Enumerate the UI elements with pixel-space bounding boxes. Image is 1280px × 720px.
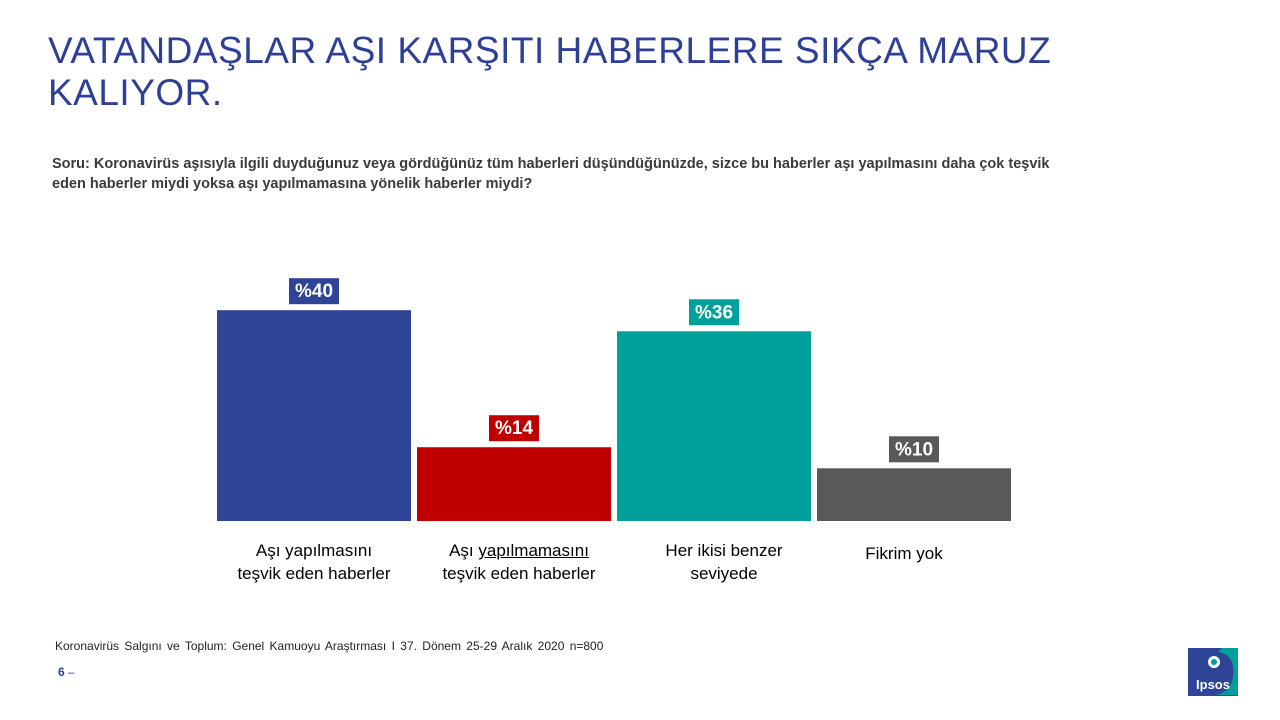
page-number-value: 6 <box>58 665 65 679</box>
survey-question: Soru: Koronavirüs aşısıyla ilgili duyduğ… <box>52 154 1202 194</box>
page-title: VATANDAŞLAR AŞI KARŞITI HABERLERE SIKÇA … <box>48 30 1228 114</box>
value-label-box-2 <box>489 415 539 442</box>
category-label-vaccine-discouraging: Aşı yapılmamasını teşvik eden haberler <box>419 539 619 585</box>
source-note: Koronavirüs Salgını ve Toplum: Genel Kam… <box>55 639 604 653</box>
svg-text:Ipsos: Ipsos <box>1196 677 1230 692</box>
bar-4 <box>817 468 1011 521</box>
bar-3 <box>617 331 811 521</box>
category-label-line: Her ikisi benzer <box>665 541 783 560</box>
value-label-box-4 <box>889 436 939 463</box>
value-label-3: %36 <box>695 302 733 323</box>
category-label-line: Aşı yapılmasını <box>255 541 373 560</box>
title-line-2: KALIYOR. <box>48 72 223 113</box>
page-number-dash: – <box>67 665 75 679</box>
category-label-both-equal: Her ikisi benzer seviyede <box>624 539 824 585</box>
bar-1 <box>217 310 411 521</box>
title-line-1: VATANDAŞLAR AŞI KARŞITI HABERLERE SIKÇA … <box>48 30 1052 71</box>
value-label-4: %10 <box>895 439 933 460</box>
page-number: 6– <box>58 665 74 679</box>
question-line-1: Soru: Koronavirüs aşısıyla ilgili duyduğ… <box>52 156 1050 172</box>
value-label-box-1 <box>289 278 339 305</box>
category-label-line: Fikrim yok <box>865 544 943 563</box>
category-label-line: Aşı yapılmamasını <box>419 539 619 562</box>
ipsos-logo: Ipsos <box>1188 648 1238 696</box>
category-label-line: teşvik eden haberler <box>442 564 596 583</box>
value-label-2: %14 <box>495 418 533 439</box>
value-label-box-3 <box>689 299 739 326</box>
category-label-prefix: Aşı <box>449 541 479 560</box>
question-line-2: eden haberler miydi yoksa aşı yapılmamas… <box>52 176 533 192</box>
category-label-line: seviyede <box>690 564 758 583</box>
value-label-1: %40 <box>295 281 333 302</box>
category-label-no-opinion: Fikrim yok <box>804 542 1004 565</box>
category-label-underlined: yapılmamasını <box>478 541 589 560</box>
bar-2 <box>417 447 611 521</box>
category-label-line: teşvik eden haberler <box>237 564 391 583</box>
category-label-vaccine-promoting: Aşı yapılmasını teşvik eden haberler <box>214 539 414 585</box>
